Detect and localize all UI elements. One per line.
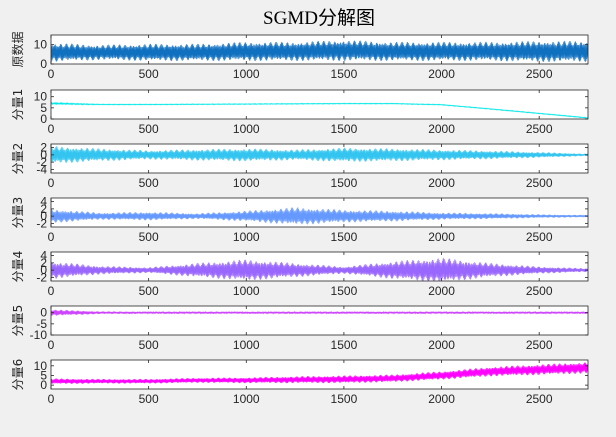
x-tick-label: 2500: [526, 392, 553, 406]
series-line: [51, 207, 588, 225]
x-tick-label: 2000: [428, 284, 455, 298]
series-line: [51, 257, 588, 281]
x-tick-label: 500: [139, 230, 159, 244]
x-tick-label: 1500: [331, 338, 358, 352]
x-tick-label: 2000: [428, 122, 455, 136]
y-tick-label: -10: [30, 328, 48, 342]
x-tick-label: 1500: [331, 67, 358, 81]
y-tick-label: 10: [34, 38, 48, 52]
y-axis-label: 分量3: [11, 197, 25, 229]
axes-box: [50, 143, 589, 174]
x-tick-label: 1500: [331, 284, 358, 298]
y-tick-label: 10: [34, 90, 48, 104]
series-line: [51, 40, 588, 63]
y-tick-label: 0: [40, 112, 47, 126]
y-tick-label: 0: [40, 209, 47, 223]
y-tick-label: 4: [40, 249, 47, 263]
axes-background: [51, 306, 588, 335]
x-tick-label: 1000: [233, 284, 260, 298]
x-tick-label: 500: [139, 392, 159, 406]
y-axis-label: 分量6: [11, 359, 25, 391]
x-tick-label: 1000: [233, 67, 260, 81]
y-tick-label: 4: [40, 195, 47, 209]
y-axis-label: 分量1: [11, 89, 25, 121]
x-tick-label: 1500: [331, 122, 358, 136]
subplot-5: 0 500 1000 1500 2000 2500 -10-50 分量5: [11, 305, 589, 352]
y-tick-label: 2: [40, 256, 47, 270]
y-tick-label: 5: [40, 368, 47, 382]
x-tick-label: 2000: [428, 67, 455, 81]
y-tick-label: -2: [36, 216, 47, 230]
series-line: [51, 309, 588, 316]
x-tick-label: 2500: [526, 284, 553, 298]
x-tick-label: 1500: [331, 392, 358, 406]
y-tick-label: -2: [36, 155, 47, 169]
x-tick-label: 2000: [428, 176, 455, 190]
x-tick-label: 2000: [428, 230, 455, 244]
axes-box: [50, 34, 589, 65]
x-tick-label: 0: [48, 284, 55, 298]
x-tick-label: 0: [48, 122, 55, 136]
y-axis-label: 原数据: [10, 31, 25, 67]
x-tick-label: 2500: [526, 338, 553, 352]
y-tick-label: 10: [34, 359, 48, 373]
axes-box: [50, 305, 589, 336]
y-tick-label: 0: [40, 378, 47, 392]
x-tick-label: 1500: [331, 230, 358, 244]
x-tick-label: 2000: [428, 338, 455, 352]
y-tick-label: -2: [36, 270, 47, 284]
x-tick-label: 0: [48, 67, 55, 81]
y-tick-label: 0: [40, 148, 47, 162]
chart-title: SGMD分解图: [263, 7, 375, 29]
axes-box: [50, 359, 589, 390]
y-axis-label: 分量5: [11, 305, 25, 337]
axes-box: [50, 251, 589, 282]
x-tick-label: 500: [139, 67, 159, 81]
x-tick-label: 1000: [233, 392, 260, 406]
x-tick-label: 2000: [428, 392, 455, 406]
x-tick-label: 0: [48, 392, 55, 406]
x-tick-label: 0: [48, 338, 55, 352]
y-tick-label: 0: [40, 263, 47, 277]
x-tick-label: 0: [48, 176, 55, 190]
x-tick-label: 2500: [526, 230, 553, 244]
x-tick-label: 0: [48, 230, 55, 244]
x-tick-label: 1000: [233, 176, 260, 190]
subplot-0: 0 500 1000 1500 2000 2500 0 10 原数据: [10, 31, 589, 81]
y-tick-label: -5: [36, 317, 47, 331]
y-tick-label: -4: [36, 162, 47, 176]
axes-box: [50, 89, 589, 120]
axes-background: [51, 360, 588, 389]
x-tick-label: 500: [139, 122, 159, 136]
series-line: [51, 145, 588, 163]
y-axis-label: 分量4: [11, 251, 25, 283]
y-tick-label: 0: [40, 57, 47, 71]
x-tick-label: 2500: [526, 67, 553, 81]
x-tick-label: 2500: [526, 122, 553, 136]
x-tick-label: 1500: [331, 176, 358, 190]
axes-background: [51, 144, 588, 173]
x-tick-label: 2500: [526, 176, 553, 190]
series-line: [51, 101, 588, 119]
y-tick-label: 5: [40, 101, 47, 115]
x-tick-label: 1000: [233, 122, 260, 136]
axes-box: [50, 197, 589, 228]
x-tick-label: 500: [139, 338, 159, 352]
x-tick-label: 500: [139, 176, 159, 190]
y-tick-label: 0: [40, 306, 47, 320]
x-tick-label: 1000: [233, 230, 260, 244]
y-axis-label: 分量2: [11, 143, 25, 175]
y-tick-label: 2: [40, 202, 47, 216]
y-tick-label: 2: [40, 141, 47, 155]
x-tick-label: 1000: [233, 338, 260, 352]
x-tick-label: 500: [139, 284, 159, 298]
series-line: [51, 362, 588, 384]
